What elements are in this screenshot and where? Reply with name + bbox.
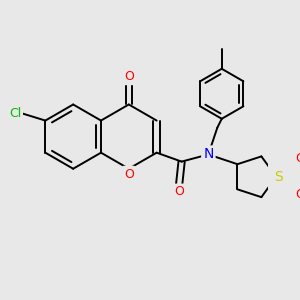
Text: O: O	[124, 168, 134, 181]
Text: O: O	[174, 185, 184, 198]
Text: S: S	[274, 170, 283, 184]
Text: N: N	[203, 148, 214, 161]
Text: Cl: Cl	[9, 107, 21, 120]
Text: O: O	[295, 152, 300, 165]
Text: O: O	[124, 70, 134, 83]
Text: O: O	[295, 188, 300, 201]
